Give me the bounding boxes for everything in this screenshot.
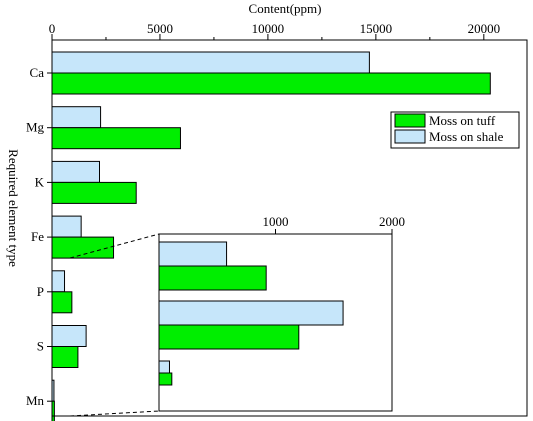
legend-swatch: [394, 129, 426, 144]
zoom-line-top: [69, 233, 160, 259]
category-label-mg: Mg: [26, 120, 45, 135]
bar-ca-shale: [51, 51, 370, 74]
zoom-line-bottom: [69, 410, 160, 417]
category-label-ca: Ca: [30, 65, 45, 80]
x-tick-label: 10000: [252, 21, 285, 36]
x-tick-label: 5000: [147, 21, 173, 36]
inset-bar-p-shale: [158, 241, 228, 267]
x-axis-ticks: 0 5000 10000 15000 20000: [49, 21, 500, 40]
x-tick-label: 15000: [360, 21, 393, 36]
inset-bar-mn-shale: [158, 360, 170, 374]
bar-ca-tuff: [51, 72, 491, 95]
category-label-k: K: [35, 174, 45, 189]
bar-mg-tuff: [51, 127, 181, 150]
bar-s-tuff: [51, 346, 79, 368]
bar-mg-shale: [51, 106, 102, 129]
plot-frame: [51, 39, 528, 417]
bar-p-shale: [51, 270, 66, 293]
bar-s-shale: [51, 325, 87, 347]
inset-x-tick-label: 1000: [263, 214, 289, 229]
legend-label: Moss on tuff: [429, 113, 496, 128]
inset-x-tick-label: 2000: [379, 214, 405, 229]
category-label-mn: Mn: [26, 393, 45, 408]
x-axis-title: Content(ppm): [249, 1, 322, 16]
inset-bar-s-tuff: [158, 324, 300, 350]
inset-bar-s-shale: [158, 300, 344, 326]
bar-fe-tuff: [51, 236, 115, 259]
x-tick-label: 0: [49, 21, 56, 36]
y-axis-title: Required element type: [6, 149, 21, 267]
legend-swatch: [394, 113, 426, 128]
category-label-s: S: [37, 339, 44, 354]
inset-bar-mn-tuff: [158, 372, 173, 386]
category-label-fe: Fe: [31, 229, 44, 244]
category-label-p: P: [37, 284, 44, 299]
x-tick-label: 20000: [468, 21, 501, 36]
bar-k-tuff: [51, 181, 137, 204]
bar-k-shale: [51, 160, 100, 183]
category-labels: Ca Mg K Fe P S Mn: [26, 65, 52, 408]
bar-p-tuff: [51, 291, 73, 314]
inset-chart: 1000 2000: [158, 214, 405, 412]
zoom-connector-lines: [69, 233, 160, 417]
legend-label: Moss on shale: [429, 129, 504, 144]
bar-fe-shale: [51, 215, 82, 238]
inset-bar-p-tuff: [158, 265, 267, 291]
